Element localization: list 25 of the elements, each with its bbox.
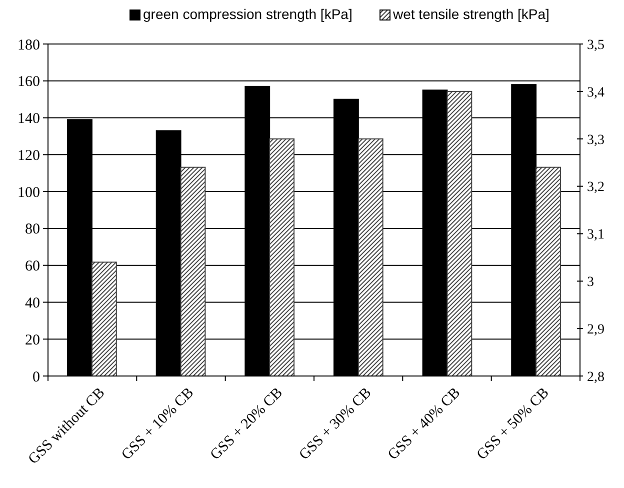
y2-tick-label: 3: [587, 275, 594, 290]
y2-tick-label: 3,1: [587, 228, 604, 243]
y2-tick-label: 2,8: [587, 370, 604, 385]
x-tick-label: GSS + 10% CB: [118, 384, 198, 464]
y-tick-label: 40: [25, 295, 40, 312]
x-tick-label: GSS + 50% CB: [474, 384, 552, 464]
y2-tick-label: 2,9: [587, 322, 604, 338]
y-tick-label: 0: [32, 369, 40, 386]
x-tick-label: GSS + 40% CB: [385, 384, 464, 464]
y2-tick-label: 3,3: [587, 132, 604, 148]
y2-tick-label: 3,2: [587, 180, 604, 196]
y2-tick-label: 3,5: [587, 38, 604, 53]
x-tick-label: GSS + 20% CB: [208, 384, 286, 464]
y-tick-label: 60: [25, 258, 40, 275]
y-tick-label: 140: [18, 111, 40, 128]
y-tick-label: 100: [18, 184, 40, 201]
y-tick-label: 80: [25, 222, 40, 238]
legend-label: wet tensile strength [kPa]: [392, 6, 550, 22]
y-tick-label: 20: [25, 332, 40, 348]
y-tick-label: 120: [18, 148, 40, 164]
y-tick-label: 160: [18, 74, 40, 90]
x-tick-label: GSS + 30% CB: [296, 384, 375, 464]
legend-label: green compression strength [kPa]: [143, 6, 352, 22]
y-tick-label: 180: [18, 37, 40, 54]
y2-tick-label: 3,4: [587, 85, 604, 100]
